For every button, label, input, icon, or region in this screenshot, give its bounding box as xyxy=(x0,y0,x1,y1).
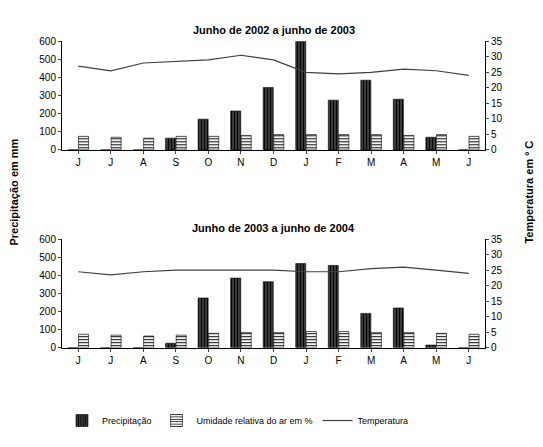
svg-text:S: S xyxy=(173,157,180,168)
svg-text:F: F xyxy=(336,355,342,366)
svg-text:A: A xyxy=(400,157,407,168)
svg-text:25: 25 xyxy=(491,67,503,78)
svg-text:D: D xyxy=(270,157,277,168)
svg-text:Umidade relativa do ar em %: Umidade relativa do ar em % xyxy=(197,416,313,426)
svg-text:20: 20 xyxy=(491,280,503,291)
svg-text:J: J xyxy=(466,157,471,168)
svg-text:500: 500 xyxy=(39,54,56,65)
svg-text:O: O xyxy=(205,355,213,366)
svg-text:J: J xyxy=(108,157,113,168)
svg-text:O: O xyxy=(205,157,213,168)
svg-text:Junho de 2002 a junho de 2003: Junho de 2002 a junho de 2003 xyxy=(193,24,355,36)
svg-text:N: N xyxy=(237,355,244,366)
svg-text:30: 30 xyxy=(491,51,503,62)
svg-text:0: 0 xyxy=(50,342,56,353)
svg-text:Junho de 2003 a junho de 2004: Junho de 2003 a junho de 2004 xyxy=(192,222,355,234)
svg-text:M: M xyxy=(367,157,375,168)
svg-text:5: 5 xyxy=(491,129,497,140)
svg-text:100: 100 xyxy=(39,324,56,335)
svg-text:600: 600 xyxy=(39,234,56,245)
svg-text:M: M xyxy=(367,355,375,366)
svg-text:D: D xyxy=(270,355,277,366)
svg-text:Temperatura: Temperatura xyxy=(358,416,409,426)
svg-text:35: 35 xyxy=(491,36,503,47)
svg-text:J: J xyxy=(76,355,81,366)
svg-text:0: 0 xyxy=(50,144,56,155)
svg-text:600: 600 xyxy=(39,36,56,47)
svg-text:J: J xyxy=(304,355,309,366)
svg-text:J: J xyxy=(76,157,81,168)
svg-text:M: M xyxy=(432,157,440,168)
svg-text:200: 200 xyxy=(39,108,56,119)
svg-text:N: N xyxy=(237,157,244,168)
svg-text:A: A xyxy=(140,355,147,366)
svg-text:300: 300 xyxy=(39,288,56,299)
svg-text:F: F xyxy=(336,157,342,168)
svg-text:J: J xyxy=(304,157,309,168)
svg-text:S: S xyxy=(173,355,180,366)
svg-text:100: 100 xyxy=(39,126,56,137)
svg-text:Precipitação: Precipitação xyxy=(102,416,152,426)
svg-text:15: 15 xyxy=(491,296,503,307)
svg-text:Precipitação em mm: Precipitação em mm xyxy=(8,138,20,245)
svg-text:J: J xyxy=(466,355,471,366)
svg-text:20: 20 xyxy=(491,82,503,93)
svg-text:5: 5 xyxy=(491,327,497,338)
svg-text:Temperatura em º C: Temperatura em º C xyxy=(523,141,535,244)
svg-text:400: 400 xyxy=(39,72,56,83)
svg-text:0: 0 xyxy=(491,144,497,155)
svg-text:35: 35 xyxy=(491,234,503,245)
svg-text:500: 500 xyxy=(39,252,56,263)
svg-text:300: 300 xyxy=(39,90,56,101)
svg-text:400: 400 xyxy=(39,270,56,281)
svg-text:30: 30 xyxy=(491,249,503,260)
svg-text:J: J xyxy=(108,355,113,366)
svg-text:0: 0 xyxy=(491,342,497,353)
svg-text:200: 200 xyxy=(39,306,56,317)
svg-text:A: A xyxy=(140,157,147,168)
svg-text:10: 10 xyxy=(491,113,503,124)
svg-text:25: 25 xyxy=(491,265,503,276)
svg-text:M: M xyxy=(432,355,440,366)
svg-text:A: A xyxy=(400,355,407,366)
svg-text:15: 15 xyxy=(491,98,503,109)
svg-text:10: 10 xyxy=(491,311,503,322)
